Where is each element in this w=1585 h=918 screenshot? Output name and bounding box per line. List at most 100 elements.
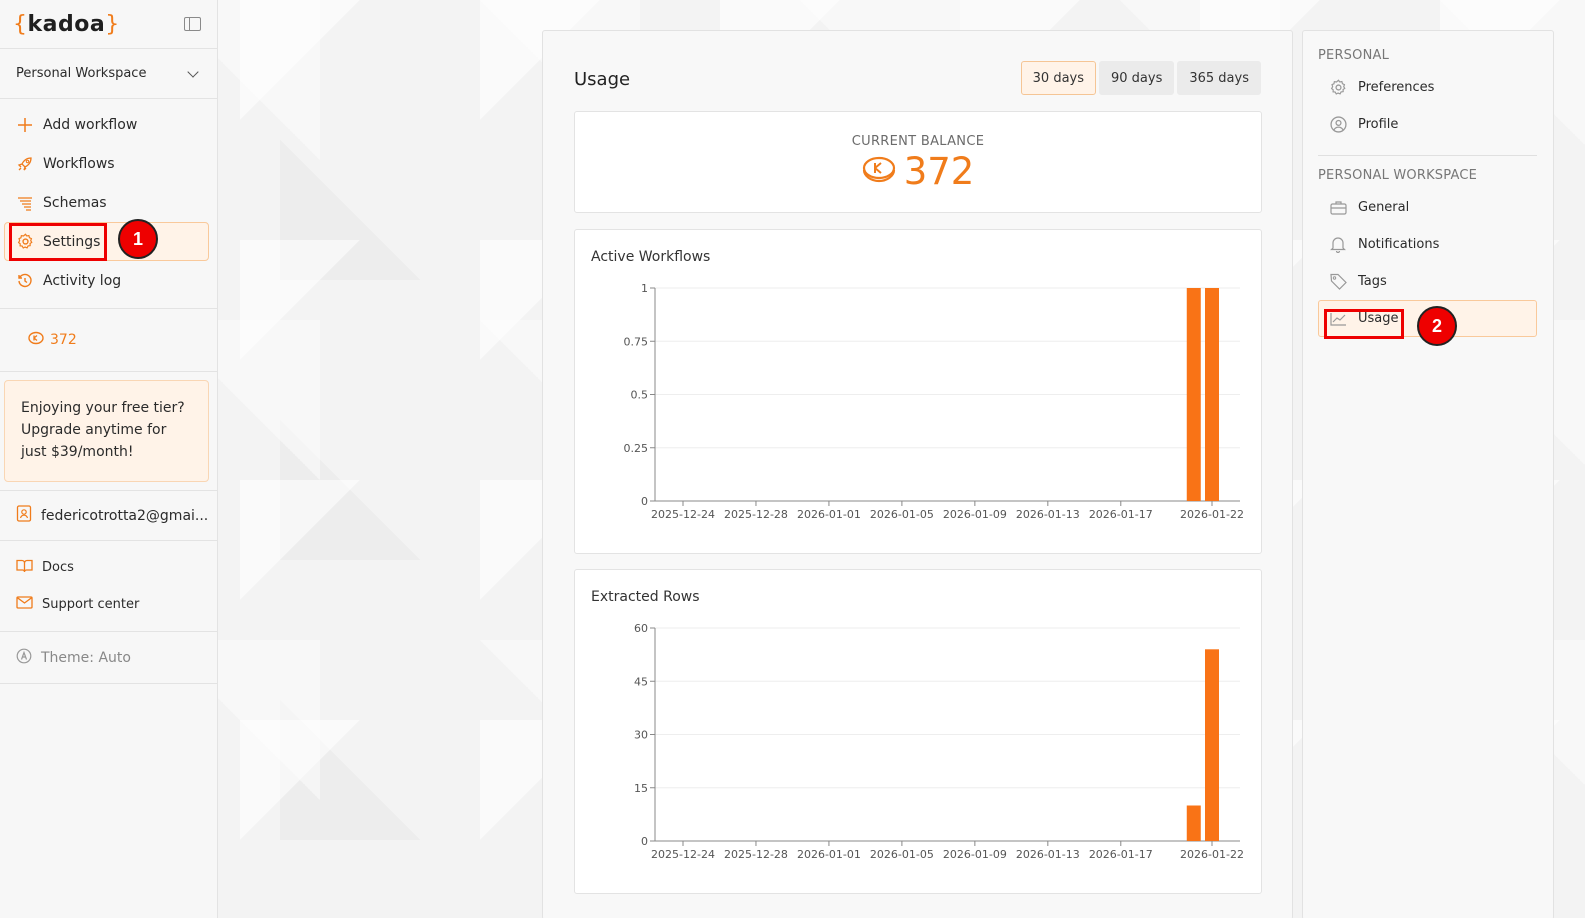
nav-item-add-workflow[interactable]: Add workflow (0, 105, 217, 144)
nav-item-label: Add workflow (43, 116, 138, 133)
active-workflows-chart: Active Workflows 0 0.25 0.5 0.75 1 2025-12-24… (574, 229, 1262, 554)
x-tick-label: 2026-01-13 (1016, 508, 1080, 521)
nav-item-label: Activity log (43, 272, 122, 289)
app-logo[interactable]: {kadoa} (13, 11, 120, 37)
chevron-down-icon (187, 65, 199, 78)
menu-item-label: Preferences (1358, 80, 1435, 95)
x-tick-label: 2026-01-22 (1180, 848, 1244, 861)
bar (1186, 805, 1201, 841)
nav-item-workflows[interactable]: Workflows (0, 144, 217, 183)
x-tick-label: 2026-01-13 (1016, 848, 1080, 861)
bar (1205, 649, 1219, 841)
menu-item-notifications[interactable]: Notifications (1303, 226, 1553, 263)
range-30-days-button[interactable]: 30 days (1020, 61, 1096, 95)
user-account[interactable]: federicotrotta2@gmai... (0, 491, 217, 541)
credits-balance[interactable]: 372 (0, 309, 217, 372)
x-tick-label: 2026-01-05 (870, 848, 934, 861)
mail-icon (16, 596, 33, 613)
bell-icon (1329, 236, 1347, 253)
theme-auto-icon (16, 648, 32, 668)
sidebar-toggle-icon[interactable] (184, 17, 201, 31)
menu-item-tags[interactable]: Tags (1303, 263, 1553, 300)
x-tick-label: 2025-12-28 (724, 848, 788, 861)
nav-item-label: Schemas (43, 194, 107, 211)
menu-item-label: Usage (1358, 311, 1399, 326)
x-tick-label: 2026-01-17 (1089, 508, 1153, 521)
x-tick-label: 2026-01-17 (1089, 848, 1153, 861)
menu-item-preferences[interactable]: Preferences (1303, 69, 1553, 106)
nav-item-settings[interactable]: Settings (4, 222, 209, 261)
nav-item-schemas[interactable]: Schemas (0, 183, 217, 222)
chart-title: Extracted Rows (591, 589, 700, 605)
y-tick-label: 0.5 (631, 389, 649, 402)
gear-icon (16, 233, 34, 251)
support-center-link[interactable]: Support center (0, 586, 217, 623)
page-title: Usage (574, 69, 631, 90)
main-nav: Add workflow Workflows Schemas Settings … (0, 99, 217, 309)
tag-icon (1329, 273, 1347, 290)
x-tick-label: 2026-01-05 (870, 508, 934, 521)
book-icon (16, 559, 33, 577)
upgrade-promo[interactable]: Enjoying your free tier? Upgrade anytime… (4, 380, 209, 482)
theme-label: Theme: Auto (41, 649, 131, 666)
current-balance-card: CURRENT BALANCE 372 (574, 111, 1262, 213)
nav-item-label: Settings (43, 233, 101, 250)
usage-panel: Usage 30 days 90 days 365 days CURRENT B… (542, 30, 1293, 918)
annotation-badge-2: 2 (1417, 306, 1457, 346)
schema-icon (16, 194, 34, 212)
divider (1318, 155, 1537, 156)
y-tick-label: 0.25 (624, 442, 649, 455)
y-tick-label: 15 (634, 782, 648, 795)
support-label: Support center (42, 597, 140, 612)
menu-item-general[interactable]: General (1303, 189, 1553, 226)
x-tick-label: 2026-01-09 (943, 848, 1007, 861)
gear-icon (1329, 79, 1347, 96)
credits-value: 372 (50, 332, 77, 348)
x-tick-label: 2025-12-24 (651, 848, 715, 861)
extracted-rows-chart: Extracted Rows 0 15 30 45 60 2025-12-24 2025-1… (574, 569, 1262, 894)
sidebar: {kadoa} Personal Workspace Add workflow … (0, 0, 218, 918)
bar (1205, 288, 1219, 501)
x-tick-label: 2026-01-09 (943, 508, 1007, 521)
coin-icon (862, 150, 896, 193)
chart-title: Active Workflows (591, 249, 711, 265)
y-tick-label: 0.75 (624, 335, 649, 348)
workspace-selector[interactable]: Personal Workspace (0, 49, 217, 99)
user-circle-icon (1329, 116, 1347, 133)
balance-display: 372 (575, 150, 1261, 193)
date-range-selector: 30 days 90 days 365 days (1020, 61, 1261, 95)
menu-item-profile[interactable]: Profile (1303, 106, 1553, 143)
y-tick-label: 45 (634, 675, 648, 688)
theme-toggle[interactable]: Theme: Auto (0, 632, 217, 684)
bar (1186, 288, 1201, 501)
y-tick-label: 0 (641, 495, 648, 508)
y-tick-label: 60 (634, 622, 648, 635)
balance-value: 372 (903, 150, 975, 193)
chart-svg: 0 15 30 45 60 2025-12-24 2025-12-28 2026-01-01 2… (634, 622, 1244, 861)
range-90-days-button[interactable]: 90 days (1099, 61, 1175, 95)
help-links: Docs Support center (0, 541, 217, 632)
nav-item-activity-log[interactable]: Activity log (0, 261, 217, 300)
chart-line-icon (1329, 312, 1347, 326)
user-email: federicotrotta2@gmai... (41, 507, 209, 524)
section-title-personal: PERSONAL (1318, 48, 1390, 63)
x-tick-label: 2026-01-01 (797, 508, 861, 521)
coin-icon (28, 331, 44, 349)
docs-link[interactable]: Docs (0, 549, 217, 586)
plus-icon (16, 116, 34, 134)
workspace-label: Personal Workspace (16, 66, 147, 81)
y-tick-label: 0 (641, 835, 648, 848)
history-icon (16, 272, 34, 290)
y-tick-label: 1 (641, 282, 648, 295)
settings-menu: PERSONAL Preferences Profile PERSONAL WO… (1302, 30, 1554, 918)
user-badge-icon (16, 505, 32, 526)
range-365-days-button[interactable]: 365 days (1177, 61, 1261, 95)
menu-item-label: General (1358, 200, 1410, 215)
menu-item-label: Notifications (1358, 237, 1440, 252)
docs-label: Docs (42, 560, 74, 575)
logo-row: {kadoa} (0, 0, 217, 49)
section-title-personal-workspace: PERSONAL WORKSPACE (1318, 168, 1478, 183)
menu-item-label: Profile (1358, 117, 1399, 132)
promo-section: Enjoying your free tier? Upgrade anytime… (0, 380, 217, 491)
menu-item-label: Tags (1358, 274, 1387, 289)
